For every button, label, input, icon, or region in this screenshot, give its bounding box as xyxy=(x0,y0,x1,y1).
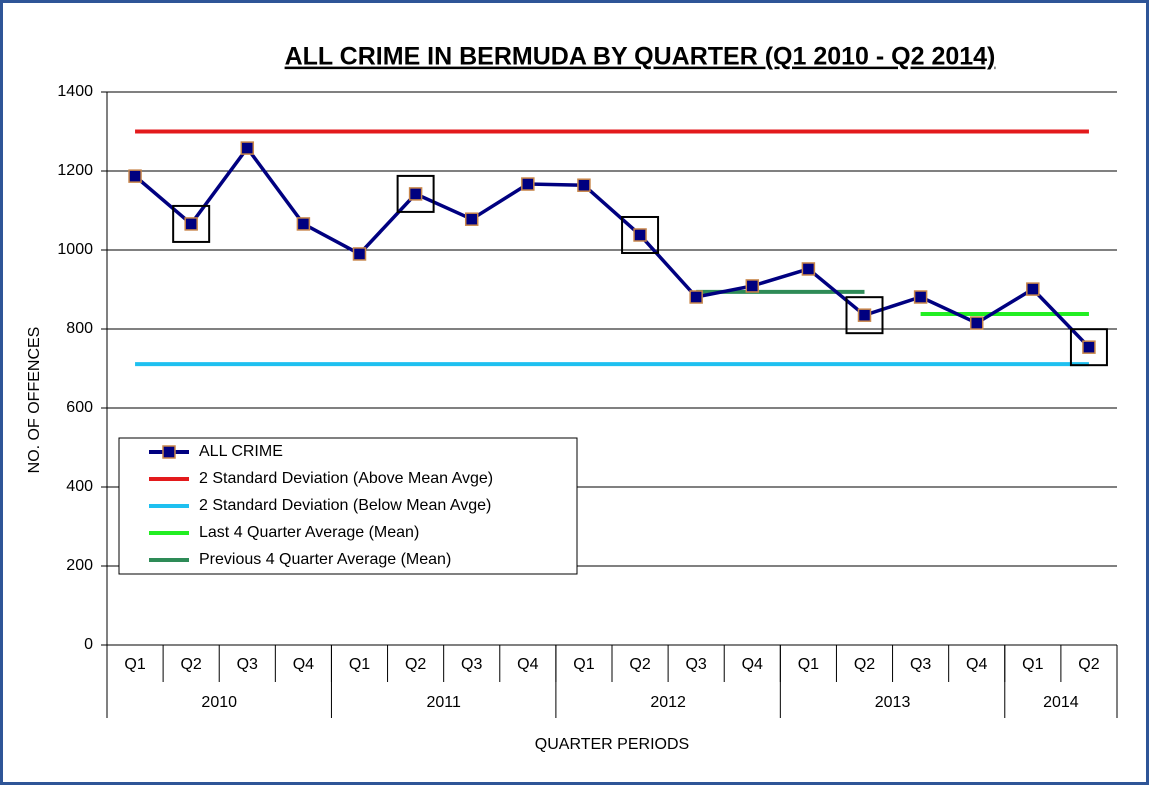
highlight-box xyxy=(396,174,435,213)
x-tick-label: Q4 xyxy=(517,656,538,673)
data-point xyxy=(128,169,142,183)
y-axis-label: NO. OF OFFENCES xyxy=(26,327,43,474)
data-point xyxy=(296,217,311,231)
legend-label: ALL CRIME xyxy=(199,443,283,460)
data-point xyxy=(969,316,984,330)
x-tick-label: Q2 xyxy=(180,656,201,673)
legend-label: Previous 4 Quarter Average (Mean) xyxy=(199,551,451,568)
data-point xyxy=(633,228,647,242)
x-tick-label: Q4 xyxy=(966,656,987,673)
chart-title: ALL CRIME IN BERMUDA BY QUARTER (Q1 2010… xyxy=(285,43,996,71)
x-tick-label: Q4 xyxy=(742,656,763,673)
data-point xyxy=(521,177,535,191)
data-point xyxy=(352,247,367,261)
series-line xyxy=(133,145,1091,349)
x-tick-label: Q3 xyxy=(461,656,482,673)
y-tick-label: 0 xyxy=(84,636,93,653)
legend-label: 2 Standard Deviation (Below Mean Avge) xyxy=(199,497,491,514)
legend-label: 2 Standard Deviation (Above Mean Avge) xyxy=(199,470,493,487)
data-point xyxy=(1026,282,1040,296)
data-point xyxy=(240,141,255,155)
data-point xyxy=(1082,340,1096,354)
x-tick-label: Q1 xyxy=(349,656,370,673)
legend-label: Last 4 Quarter Average (Mean) xyxy=(199,524,419,541)
x-group-label: 2011 xyxy=(426,694,461,711)
y-tick-label: 1400 xyxy=(57,83,93,100)
data-point xyxy=(184,217,198,231)
highlight-box xyxy=(621,215,660,254)
legend-marker xyxy=(162,445,176,459)
legend-box xyxy=(118,437,578,575)
y-tick-label: 200 xyxy=(66,557,93,574)
x-tick-label: Q2 xyxy=(629,656,650,673)
x-tick-label: Q1 xyxy=(798,656,819,673)
x-tick-label: Q4 xyxy=(293,656,314,673)
data-point xyxy=(857,308,872,322)
x-tick-label: Q3 xyxy=(237,656,258,673)
x-tick-label: Q1 xyxy=(124,656,145,673)
x-tick-label: Q1 xyxy=(573,656,594,673)
highlight-box xyxy=(845,296,884,335)
y-tick-label: 600 xyxy=(66,399,93,416)
x-tick-label: Q2 xyxy=(854,656,875,673)
data-point xyxy=(801,262,816,276)
x-tick-label: Q2 xyxy=(405,656,426,673)
data-point xyxy=(464,212,479,226)
data-point xyxy=(913,290,928,304)
highlight-box xyxy=(172,204,211,243)
data-point xyxy=(577,178,591,192)
data-point xyxy=(745,279,760,293)
x-tick-label: Q2 xyxy=(1078,656,1099,673)
x-group-label: 2013 xyxy=(875,694,911,711)
x-group-label: 2010 xyxy=(201,694,237,711)
x-axis-label: QUARTER PERIODS xyxy=(535,736,689,753)
x-group-label: 2012 xyxy=(650,694,686,711)
x-tick-label: Q3 xyxy=(685,656,706,673)
data-point xyxy=(689,290,703,304)
x-group-label: 2014 xyxy=(1043,694,1079,711)
highlight-box xyxy=(1069,328,1108,367)
y-tick-label: 1200 xyxy=(57,162,93,179)
data-point xyxy=(408,187,423,201)
x-tick-label: Q3 xyxy=(910,656,931,673)
x-tick-label: Q1 xyxy=(1022,656,1043,673)
y-tick-label: 1000 xyxy=(57,241,93,258)
y-tick-label: 400 xyxy=(66,478,93,495)
y-tick-label: 800 xyxy=(66,320,93,337)
